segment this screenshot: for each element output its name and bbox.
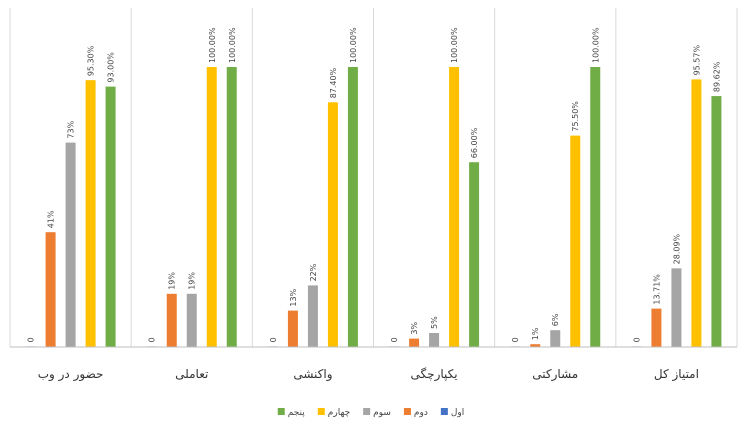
- category-separators: [9, 8, 738, 347]
- data-label: 13%: [289, 288, 298, 306]
- legend-label: دوم: [414, 408, 428, 418]
- bar-امتیاز-کل-چهارم: [691, 79, 702, 348]
- bar-یکپارچگی-پنجم: [469, 162, 480, 347]
- bar-حضور-در-وب-دوم: [45, 232, 56, 347]
- bar-تعاملی-دوم: [166, 293, 177, 347]
- data-label: 100.00%: [591, 27, 600, 63]
- bar-یکپارچگی-چهارم: [449, 67, 460, 347]
- bars: [25, 67, 722, 348]
- data-label: 5%: [430, 316, 439, 329]
- legend-swatch: [317, 408, 325, 415]
- bar-حضور-در-وب-پنجم: [105, 86, 116, 347]
- bar-یکپارچگی-دوم: [409, 338, 420, 347]
- category-label: مشارکتی: [532, 367, 578, 382]
- data-label: 6%: [551, 313, 560, 326]
- bar-یکپارچگی-سوم: [429, 333, 440, 347]
- bar-مشارکتی-چهارم: [570, 135, 581, 347]
- data-label: 1%: [531, 327, 540, 340]
- bar-حضور-در-وب-سوم: [65, 142, 76, 347]
- data-label: 100.00%: [450, 27, 459, 63]
- data-label: 95.57%: [692, 45, 701, 76]
- legend-label: چهارم: [328, 408, 350, 418]
- bar-مشارکتی-پنجم: [590, 67, 601, 347]
- data-label: 100.00%: [349, 27, 358, 63]
- data-label: 93.00%: [107, 52, 116, 83]
- data-label: 0: [511, 337, 520, 342]
- bar-واکنشی-پنجم: [347, 67, 358, 347]
- category-label: یکپارچگی: [411, 367, 458, 382]
- data-label: 0: [390, 337, 399, 342]
- bar-حضور-در-وب-چهارم: [85, 80, 96, 347]
- bar-مشارکتی-دوم: [530, 344, 541, 347]
- bar-واکنشی-چهارم: [327, 102, 338, 347]
- data-label: 19%: [168, 272, 177, 290]
- bar-تعاملی-پنجم: [226, 67, 237, 347]
- data-label: 89.62%: [712, 61, 721, 92]
- data-label: 0: [148, 337, 157, 342]
- data-label: 95.30%: [87, 45, 96, 76]
- bar-واکنشی-سوم: [307, 285, 318, 347]
- bar-تعاملی-سوم: [186, 293, 197, 347]
- legend-label: اول: [451, 408, 464, 418]
- data-label: 19%: [188, 272, 197, 290]
- category-label: امتیاز کل: [654, 367, 699, 382]
- data-label: 3%: [410, 322, 419, 335]
- data-label: 41%: [47, 210, 56, 228]
- bar-امتیاز-کل-پنجم: [711, 96, 722, 348]
- legend-swatch: [440, 408, 448, 415]
- bar-مشارکتی-سوم: [550, 330, 561, 347]
- data-label: 100.00%: [228, 27, 237, 63]
- data-label: 100.00%: [208, 27, 217, 63]
- data-label: 13.71%: [652, 274, 661, 305]
- legend-label: سوم: [373, 408, 391, 418]
- category-label: حضور در وب: [38, 367, 104, 382]
- bar-امتیاز-کل-سوم: [671, 268, 682, 347]
- bar-واکنشی-دوم: [287, 310, 298, 347]
- data-labels: 0 13.71% 28.09% 95.57% 89.62% 0 1% 6% 75.50% 100.…: [27, 27, 722, 342]
- data-label: 87.40%: [329, 67, 338, 98]
- category-label: تعاملی: [175, 367, 208, 381]
- data-label: 0: [632, 337, 641, 342]
- bar-تعاملی-چهارم: [206, 67, 217, 347]
- data-label: 28.09%: [672, 233, 681, 264]
- data-label: 0: [27, 337, 36, 342]
- data-label: 0: [269, 337, 278, 342]
- bar-امتیاز-کل-دوم: [651, 308, 662, 347]
- legend-label: پنجم: [288, 408, 306, 418]
- data-label: 73%: [67, 120, 76, 138]
- category-labels: امتیاز کل مشارکتی یکپارچگی واکنشی تعاملی حضور…: [38, 367, 699, 382]
- legend-swatch: [277, 408, 285, 415]
- data-label: 22%: [309, 263, 318, 281]
- data-label: 66.00%: [470, 127, 479, 158]
- legend: پنجم چهارم سوم دوم اول: [277, 408, 464, 418]
- legend-swatch: [363, 408, 371, 415]
- category-label: واکنشی: [293, 367, 332, 382]
- data-label: 75.50%: [571, 101, 580, 132]
- legend-swatch: [403, 408, 411, 415]
